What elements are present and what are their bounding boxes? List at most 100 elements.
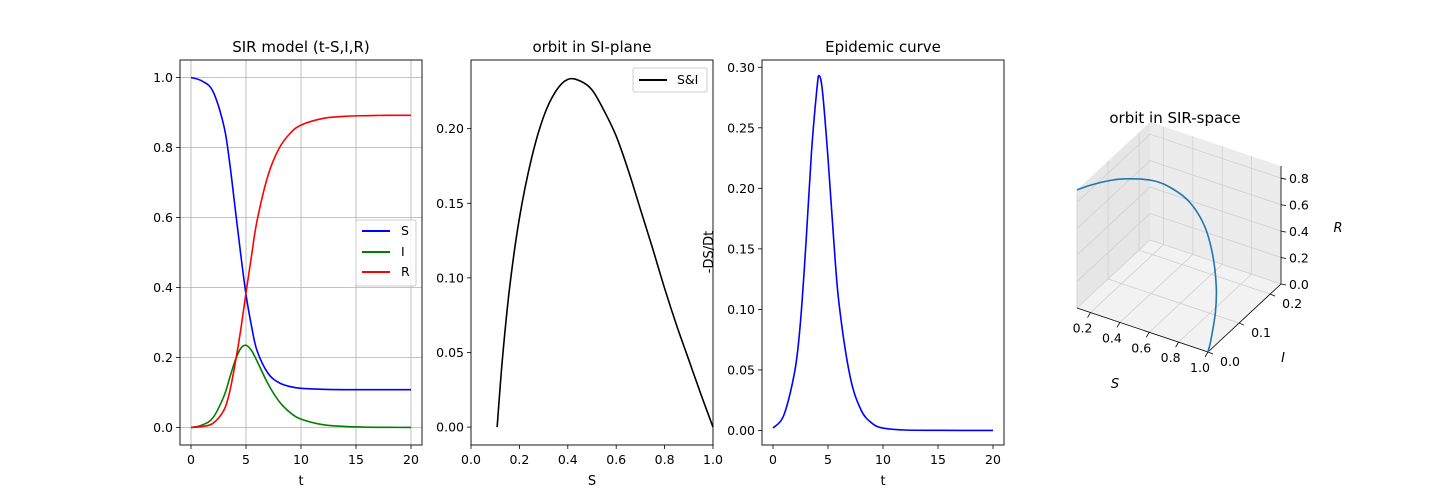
chart4-grid-z-3 xyxy=(1076,160,1282,229)
chart4-xtick-mark-0 xyxy=(1087,312,1091,318)
chart3-xtick-label-2: 10 xyxy=(875,452,891,467)
chart1-xtick-label-0: 0 xyxy=(187,452,195,467)
chart4-ztick-mark-4 xyxy=(1280,177,1287,180)
chart4-grid-z-1 xyxy=(1076,213,1282,282)
chart4-ytick-mark-1 xyxy=(1238,322,1245,326)
chart2-plot: 0.0 0.2 0.4 0.6 0.8 1.0 0.00 0.05 0.10 0.15 0.20 xyxy=(436,59,723,467)
chart1-plot: 0 5 10 15 20 0.0 0.2 0.4 0.6 0.8 1.0 xyxy=(153,59,423,467)
chart2-xlabel: S xyxy=(588,474,596,489)
chart4-title: orbit in SIR-space xyxy=(1109,109,1240,127)
chart4-ytick-label-1: 0.1 xyxy=(1251,325,1271,340)
chart1-ytick-label-2: 0.4 xyxy=(153,280,173,295)
chart1-legend-s-label: S xyxy=(401,223,409,238)
chart4-ztick-label-3: 0.6 xyxy=(1289,198,1309,213)
chart1-xlabel: t xyxy=(298,474,303,489)
chart1-frame xyxy=(179,59,423,446)
chart3-ytick-label-3: 0.15 xyxy=(727,241,755,256)
chart1-ytick-label-0: 0.0 xyxy=(153,420,173,435)
chart4-ztick-mark-3 xyxy=(1280,204,1287,207)
chart3-xtick-label-4: 20 xyxy=(985,452,1001,467)
chart3-ylabel: -DS/Dt xyxy=(702,231,717,273)
chart3-ytick-label-4: 0.20 xyxy=(727,181,755,196)
chart3-frame xyxy=(761,59,1005,446)
chart4-series-orbit xyxy=(1076,178,1218,353)
chart1-ytick-label-4: 0.8 xyxy=(153,140,173,155)
chart1-ytick-label-5: 1.0 xyxy=(153,70,173,85)
chart2-title: orbit in SI-plane xyxy=(532,38,651,56)
chart4-pane-left xyxy=(1077,122,1150,308)
chart2-ytick-label-3: 0.15 xyxy=(436,196,464,211)
chart2-xtick-label-5: 1.0 xyxy=(703,452,723,467)
chart1-xtick-label-3: 15 xyxy=(348,452,364,467)
chart1-legend-i-label: I xyxy=(401,244,405,259)
chart4-xtick-label-0: 0.2 xyxy=(1073,321,1093,336)
chart2-ytick-label-2: 0.10 xyxy=(436,270,464,285)
chart4-xtick-label-3: 0.8 xyxy=(1161,350,1181,365)
chart4-ylabel: I xyxy=(1281,351,1285,366)
chart4-zlabel: R xyxy=(1333,221,1342,236)
chart4-ytick-label-0: 0.0 xyxy=(1220,354,1240,369)
chart3-ytick-label-5: 0.25 xyxy=(727,120,755,135)
chart1-xtick-label-1: 5 xyxy=(242,452,250,467)
chart2-xtick-label-3: 0.6 xyxy=(606,452,626,467)
chart2-ytick-label-1: 0.05 xyxy=(436,345,464,360)
chart4-xtick-label-4: 1.0 xyxy=(1190,360,1210,375)
chart4-xtick-label-1: 0.4 xyxy=(1102,330,1122,345)
chart1-title: SIR model (t-S,I,R) xyxy=(232,38,370,56)
chart4-axis-i xyxy=(1207,283,1282,353)
chart4-xtick-mark-3 xyxy=(1175,341,1179,348)
chart4-axis-s xyxy=(1076,307,1209,353)
chart4-xtick-mark-2 xyxy=(1145,332,1150,338)
chart4-ztick-mark-0 xyxy=(1280,283,1287,286)
chart1-series-r xyxy=(190,114,412,429)
chart4-ztick-label-1: 0.2 xyxy=(1289,251,1309,266)
chart2-xtick-label-1: 0.2 xyxy=(509,452,529,467)
chart4-plot-3d: 0.2 0.4 0.6 0.8 1.0 0.0 0.1 0.2 0.0 0.2 0.4 0.6 0.8 xyxy=(1073,122,1309,375)
chart1-xtick-label-2: 10 xyxy=(293,452,309,467)
chart3-xtick-label-3: 15 xyxy=(930,452,946,467)
chart4-pane-back xyxy=(1150,122,1281,284)
chart1-series-i xyxy=(190,344,412,429)
chart4-ytick-mark-2 xyxy=(1269,293,1276,297)
chart2-frame xyxy=(470,59,714,446)
chart3-xlabel: t xyxy=(880,474,885,489)
chart4-grid-z-0 xyxy=(1076,239,1282,309)
chart4-xtick-label-2: 0.6 xyxy=(1131,340,1151,355)
chart2-xtick-label-0: 0.0 xyxy=(461,452,481,467)
chart2-legend-label: S&I xyxy=(677,72,698,87)
chart4-grid-z-4 xyxy=(1076,133,1282,203)
chart1-legend-r-label: R xyxy=(401,264,410,279)
chart2-xtick-label-4: 0.8 xyxy=(655,452,675,467)
chart2-ytick-label-0: 0.00 xyxy=(436,420,464,435)
chart4-pane-floor xyxy=(1077,240,1281,352)
chart2-series-orbit xyxy=(496,77,714,428)
chart2-legend: S&I xyxy=(632,67,708,93)
chart3-ytick-label-6: 0.30 xyxy=(727,60,755,75)
chart3-series-epidemic xyxy=(772,74,994,432)
chart4-ytick-mark-0 xyxy=(1207,351,1214,355)
chart1-series-s xyxy=(190,76,411,391)
chart4-xtick-mark-4 xyxy=(1204,351,1209,358)
chart1-legend: S I R xyxy=(355,219,417,287)
chart2-xtick-label-2: 0.4 xyxy=(558,452,578,467)
chart3-ytick-label-2: 0.10 xyxy=(727,302,755,317)
chart4-ztick-label-2: 0.4 xyxy=(1289,224,1309,239)
chart1-xtick-label-4: 20 xyxy=(403,452,419,467)
chart4-xlabel: S xyxy=(1111,377,1119,392)
chart1-ytick-label-3: 0.6 xyxy=(153,210,173,225)
chart4-grid-z-2 xyxy=(1076,186,1282,256)
chart3-xtick-label-1: 5 xyxy=(824,452,832,467)
chart3-xtick-label-0: 0 xyxy=(769,452,777,467)
chart4-ztick-label-4: 0.8 xyxy=(1289,171,1309,186)
chart4-ztick-label-0: 0.0 xyxy=(1289,277,1309,292)
chart4-xtick-mark-1 xyxy=(1116,322,1121,328)
chart4-ztick-mark-2 xyxy=(1280,230,1287,233)
chart2-ytick-label-4: 0.20 xyxy=(436,121,464,136)
chart3-plot: 0 5 10 15 20 0.00 0.05 0.10 0.15 0.20 0.25 0.30 xyxy=(727,59,1005,467)
chart4-ztick-mark-1 xyxy=(1280,257,1287,259)
chart3-ytick-label-1: 0.05 xyxy=(727,362,755,377)
chart3-ytick-label-0: 0.00 xyxy=(727,423,755,438)
chart1-ytick-label-1: 0.2 xyxy=(153,350,173,365)
chart3-title: Epidemic curve xyxy=(825,38,941,56)
